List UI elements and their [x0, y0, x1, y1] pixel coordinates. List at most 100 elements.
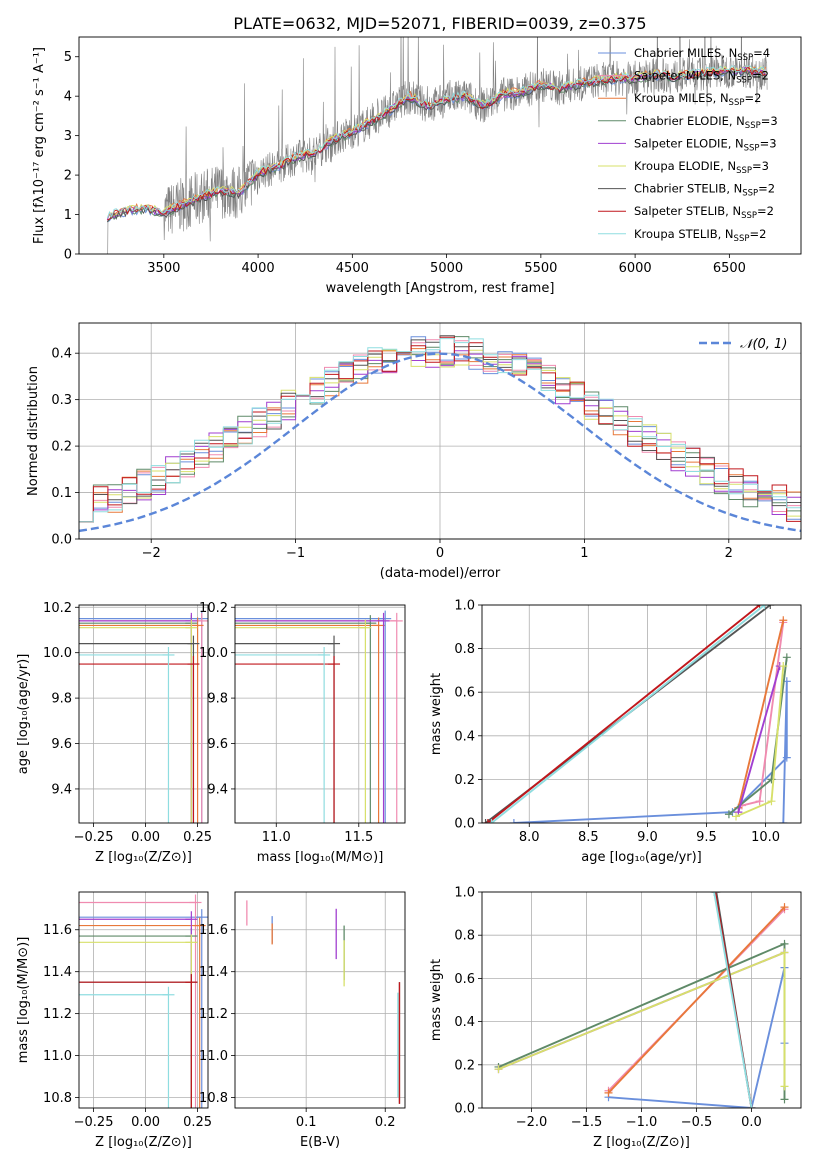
- spectrum-model-kroupa_stelib: [106, 64, 766, 219]
- marker-chabrier_miles: [509, 819, 518, 823]
- legend-count: =2: [757, 204, 774, 218]
- panel-spectrum: 3500 4000 4500 5000 5500 6000 6500 0 1 2 3 4 5 wavele…: [32, 36, 802, 296]
- x-tick-label: 2: [725, 546, 733, 561]
- axes-weight_vs_Z: −2.0 −1.5 −1.0 −0.5 0.0 0.0 0.2 0.4 0.6 0.8 1.0 Z […: [429, 886, 802, 1150]
- y-tick-label: 0.6: [454, 686, 475, 701]
- marker-kroupa_elodie: [780, 948, 789, 957]
- series-kroupa_stelib: [713, 892, 753, 1108]
- x-tick-label: −0.5: [681, 1115, 713, 1130]
- y-axis-label: Normed distribution: [26, 366, 41, 496]
- series-chabrier_miles: [513, 681, 788, 823]
- y-tick-label: 0.0: [454, 817, 475, 832]
- axes-frame: [234, 604, 406, 824]
- x-tick-label: 6500: [713, 261, 746, 276]
- panel-weight_vs_age: 8.0 8.5 9.0 9.5 10.0 0.0 0.2 0.4 0.6 0.8 1.0 age [l…: [429, 599, 802, 865]
- y-tick-label: 9.8: [51, 692, 72, 707]
- axes-weight_vs_age: 8.0 8.5 9.0 9.5 10.0 0.0 0.2 0.4 0.6 0.8 1.0 age [l…: [429, 599, 802, 865]
- y-tick-label: 2: [64, 169, 72, 184]
- point-chabrier_miles: [79, 610, 208, 823]
- legend-count: =2: [752, 69, 769, 83]
- y-axis-label: Flux [fλ10⁻¹⁷ erg cm⁻² s⁻¹ A⁻¹]: [32, 47, 47, 244]
- series-salpeter_stelib: [487, 605, 761, 823]
- x-tick-label: −1: [286, 546, 305, 561]
- y-axis-label: age [log₁₀(age/yr)]: [16, 654, 31, 775]
- y-tick-label: 11.0: [199, 1049, 228, 1064]
- marker-kroupa_miles: [780, 903, 789, 912]
- y-tick-label: 11.6: [43, 923, 72, 938]
- legend-entry-chabrier_elodie: Chabrier ELODIE, NSSP=3: [634, 114, 778, 131]
- marker-salpeter_miles: [755, 797, 764, 806]
- y-tick-label: 0: [64, 248, 72, 263]
- y-axis-label: mass weight: [429, 673, 444, 755]
- marker-chabrier_miles: [782, 753, 791, 762]
- axes-frame: [78, 36, 802, 255]
- marker-kroupa_stelib: [710, 892, 719, 896]
- marker-chabrier_elodie: [782, 653, 791, 662]
- panel-mass_vs_Z: −0.25 0.00 0.25 10.8 11.0 11.2 11.4 11.6 Z [log₁…: [16, 891, 212, 1150]
- y-tick-label: 9.4: [51, 782, 72, 797]
- y-tick-label: 9.6: [207, 737, 228, 752]
- x-tick-label: 8.0: [519, 830, 540, 845]
- x-tick-label: −1.5: [571, 1115, 603, 1130]
- marker-kroupa_elodie: [494, 1065, 503, 1074]
- axes-mass_vs_ebv: 0.1 0.2 10.8 11.0 11.2 11.4 11.6 E(B-V): [199, 891, 406, 1150]
- point-kroupa_elodie: [79, 619, 198, 823]
- axes-frame: [481, 891, 802, 1109]
- x-tick-label: 0.25: [183, 1115, 212, 1130]
- y-tick-label: 1.0: [454, 599, 475, 614]
- point-kroupa_elodie: [79, 934, 198, 1108]
- y-tick-label: 0.0: [51, 533, 72, 548]
- legend-entry-kroupa_elodie: Kroupa ELODIE, NSSP=3: [634, 159, 769, 176]
- plot-area-mass_vs_ebv: [246, 900, 401, 1104]
- point-kroupa_miles: [235, 617, 385, 823]
- marker-chabrier_elodie: [780, 1095, 789, 1104]
- plot-area-weight_vs_Z: [494, 892, 789, 1108]
- x-tick-label: 8.5: [578, 830, 599, 845]
- y-tick-label: 11.0: [43, 1049, 72, 1064]
- x-tick-label: 9.0: [637, 830, 658, 845]
- x-tick-label: 9.5: [696, 830, 717, 845]
- point-salpeter_miles: [79, 894, 202, 1108]
- x-axis-label: (data-model)/error: [380, 566, 501, 581]
- legend-count: =3: [760, 136, 777, 150]
- legend-entry-chabrier_stelib: Chabrier STELIB, NSSP=2: [634, 182, 775, 199]
- y-tick-label: 1.0: [454, 886, 475, 901]
- x-axis-label: age [log₁₀(age/yr)]: [581, 850, 702, 865]
- marker-kroupa_elodie: [732, 812, 741, 821]
- y-tick-label: 0.6: [454, 972, 475, 987]
- point-salpeter_elodie: [79, 911, 198, 1108]
- x-tick-label: 3500: [147, 261, 180, 276]
- legend-entry-chabrier_miles: Chabrier MILES, NSSP=4: [634, 46, 770, 63]
- panel-mass_vs_ebv: 0.1 0.2 10.8 11.0 11.2 11.4 11.6 E(B-V): [199, 891, 406, 1150]
- axes-mass_vs_Z: −0.25 0.00 0.25 10.8 11.0 11.2 11.4 11.6 Z [log₁…: [16, 891, 212, 1150]
- legend-subscript: SSP: [741, 211, 757, 221]
- panel-weight_vs_Z: −2.0 −1.5 −1.0 −0.5 0.0 0.0 0.2 0.4 0.6 0.8 1.0 Z […: [429, 886, 802, 1150]
- x-tick-label: −1.0: [626, 1115, 658, 1130]
- x-tick-label: −2: [142, 546, 161, 561]
- y-tick-label: 0.4: [454, 729, 475, 744]
- y-tick-label: 10.2: [199, 601, 228, 616]
- x-tick-label: 1: [580, 546, 588, 561]
- y-axis-label: mass weight: [429, 959, 444, 1041]
- legend-entry-salpeter_miles: Salpeter MILES, NSSP=2: [634, 69, 769, 86]
- x-tick-label: 4500: [336, 261, 369, 276]
- x-tick-label: 11.5: [344, 830, 373, 845]
- x-tick-label: 0.25: [183, 830, 212, 845]
- marker-kroupa_stelib: [487, 819, 496, 823]
- x-axis-label: Z [log₁₀(Z/Z⊙)]: [593, 1135, 690, 1150]
- plot-area-spectrum: [106, 37, 768, 254]
- legend-subscript: SSP: [745, 121, 761, 131]
- point-chabrier_miles: [79, 909, 208, 1108]
- series-kroupa_miles: [607, 906, 786, 1094]
- point-kroupa_miles: [79, 917, 206, 1108]
- legend-count: =2: [749, 227, 766, 241]
- x-axis-label: E(B-V): [300, 1135, 340, 1150]
- legend-entry-salpeter_elodie: Salpeter ELODIE, NSSP=3: [634, 136, 777, 153]
- y-tick-label: 4: [64, 90, 72, 105]
- point-chabrier_elodie: [79, 928, 198, 1108]
- legend-subscript: SSP: [736, 76, 752, 86]
- x-tick-label: 5000: [430, 261, 463, 276]
- legend-subscript: SSP: [729, 98, 745, 108]
- plot-area-residuals: [79, 335, 801, 539]
- legend-entry-kroupa_stelib: Kroupa STELIB, NSSP=2: [634, 227, 766, 244]
